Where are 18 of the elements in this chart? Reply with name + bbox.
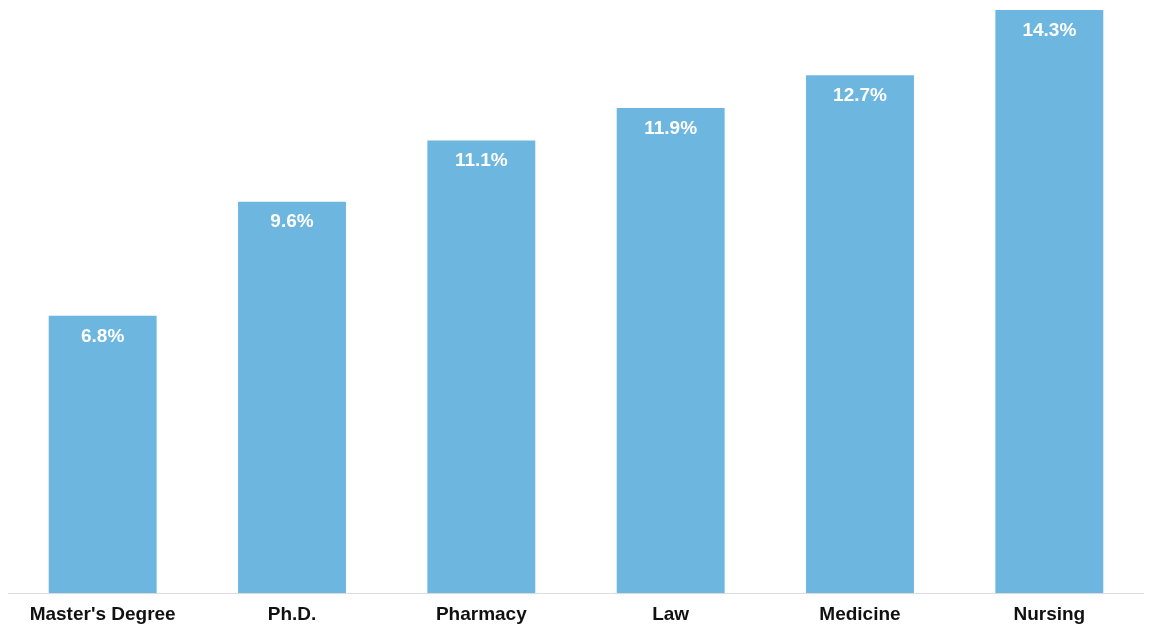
data-label: 9.6%	[270, 210, 314, 232]
bar	[616, 107, 725, 594]
x-tick-label: Ph.D.	[267, 602, 317, 624]
bar	[238, 201, 346, 594]
data-label: 6.8%	[81, 324, 125, 346]
bar	[427, 140, 536, 594]
data-label: 12.7%	[833, 83, 888, 105]
x-tick-label: Nursing	[1013, 602, 1086, 624]
bar	[48, 315, 157, 594]
x-tick-label: Pharmacy	[435, 602, 528, 624]
bar	[995, 10, 1104, 594]
x-tick-label: Law	[652, 602, 690, 624]
x-tick-label: Master's Degree	[29, 602, 176, 624]
bar	[806, 75, 914, 594]
data-label: 11.9%	[644, 116, 698, 138]
x-tick-label: Medicine	[819, 602, 901, 624]
data-label: 11.1%	[454, 149, 508, 171]
data-label: 14.3%	[1022, 18, 1077, 40]
